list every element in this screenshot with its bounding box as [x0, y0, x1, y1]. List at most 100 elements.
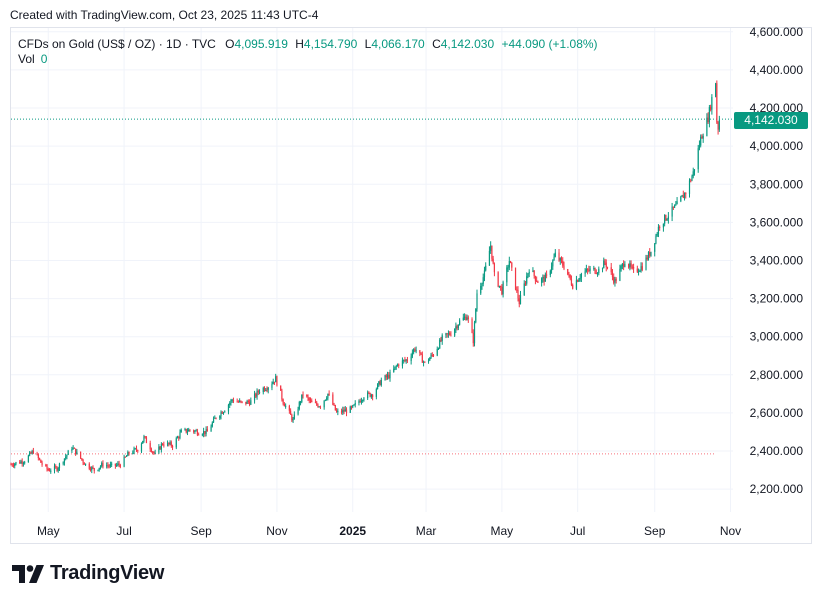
candle [518, 294, 520, 308]
candle [195, 428, 197, 432]
candle [449, 331, 451, 336]
candle-body [596, 272, 599, 274]
candle-body [154, 452, 156, 454]
candle-body [490, 245, 492, 251]
candle-body [467, 317, 469, 320]
candle [424, 361, 426, 363]
y-tick-label: 2,200.000 [750, 482, 804, 496]
candle-body [107, 465, 109, 467]
candle [605, 259, 607, 272]
candle [204, 430, 206, 437]
candle [502, 280, 504, 298]
candle-body [93, 468, 95, 471]
candle [681, 194, 683, 197]
candle-body [491, 245, 493, 259]
candle-body [579, 277, 581, 280]
candle-body [552, 260, 554, 267]
candle [15, 461, 17, 466]
candle [389, 369, 391, 382]
candle [710, 104, 712, 112]
candle-body [166, 442, 169, 446]
candle [568, 271, 570, 278]
candle [133, 446, 135, 455]
candle-body [559, 258, 561, 261]
candle-body [176, 437, 179, 439]
candle [359, 398, 361, 403]
candle [189, 429, 191, 432]
candle [227, 403, 230, 415]
candle-body [250, 400, 252, 405]
candle-body [38, 458, 41, 460]
candle-body [189, 429, 191, 431]
candle [519, 290, 522, 305]
x-tick-label: Mar [416, 524, 437, 538]
candle [508, 256, 510, 271]
candle-body [143, 436, 145, 441]
candle-body [116, 464, 118, 466]
candle [22, 461, 25, 467]
candle [21, 458, 23, 467]
candle-body [403, 359, 405, 361]
candle [262, 386, 264, 395]
candle [273, 381, 276, 385]
candle-body [375, 389, 377, 397]
y-tick-label: 3,000.000 [750, 330, 804, 344]
candle-body [31, 450, 33, 454]
candle [485, 262, 487, 272]
candle-body [550, 266, 553, 271]
candle-body [584, 271, 586, 274]
candle-body [628, 264, 630, 268]
candle-body [516, 289, 518, 291]
candle-body [188, 429, 190, 432]
x-tick-label: Sep [190, 524, 212, 538]
candle-body [186, 431, 189, 433]
candle-body [533, 270, 535, 276]
candle-body [140, 443, 143, 452]
candle-body [99, 466, 102, 468]
candle-body [605, 262, 607, 268]
candle-body [297, 409, 299, 415]
candle-body [707, 117, 709, 123]
candle [145, 436, 148, 444]
candle [572, 283, 574, 290]
candle [664, 214, 666, 227]
candle [125, 455, 128, 458]
candle-body [91, 467, 93, 471]
candle [473, 320, 476, 347]
candle [559, 257, 561, 265]
x-tick-label: Jul [570, 524, 585, 538]
candle-body [265, 389, 267, 391]
candle [601, 267, 604, 273]
candle-body [102, 463, 104, 467]
candle [353, 404, 355, 406]
candle-body [589, 268, 591, 271]
candle [175, 436, 177, 450]
candle-body [324, 399, 326, 401]
candle [700, 134, 702, 148]
candle [75, 448, 77, 456]
candle-body [386, 374, 389, 378]
candle [297, 406, 299, 416]
candle-body [518, 298, 520, 305]
candle-body [716, 83, 718, 123]
candle [611, 269, 614, 281]
tradingview-logo[interactable]: TradingView [12, 562, 164, 585]
candle [298, 400, 300, 411]
candle [158, 444, 160, 455]
candle-body [193, 430, 195, 432]
candle-body [180, 429, 182, 433]
candle-body [380, 380, 382, 386]
candle-body [690, 180, 692, 182]
candle-body [298, 402, 300, 410]
candle-body [685, 193, 687, 195]
candle-body [119, 464, 121, 467]
candle [395, 364, 397, 370]
candle [639, 269, 641, 272]
candle-body [137, 450, 139, 452]
candle-body [459, 320, 461, 325]
candle-body [601, 268, 604, 270]
candle-body [198, 434, 200, 436]
candle-body [142, 440, 144, 444]
candle-body [360, 400, 363, 403]
